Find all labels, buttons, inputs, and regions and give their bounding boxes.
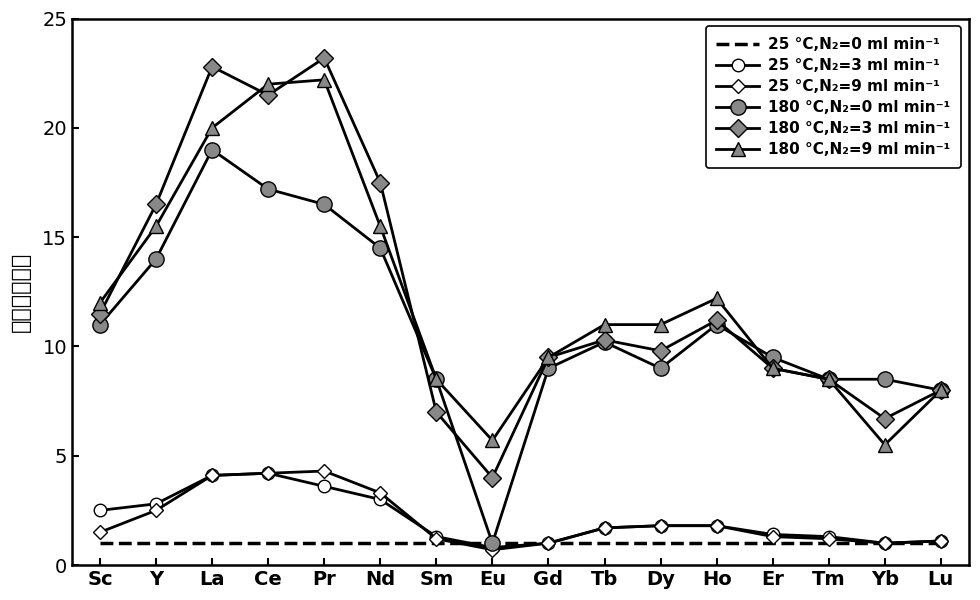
Y-axis label: 信号增强因子: 信号增强因子 [11, 251, 31, 332]
Legend: 25 °C,N₂=0 ml min⁻¹, 25 °C,N₂=3 ml min⁻¹, 25 °C,N₂=9 ml min⁻¹, 180 °C,N₂=0 ml mi: 25 °C,N₂=0 ml min⁻¹, 25 °C,N₂=3 ml min⁻¹… [706, 26, 961, 168]
